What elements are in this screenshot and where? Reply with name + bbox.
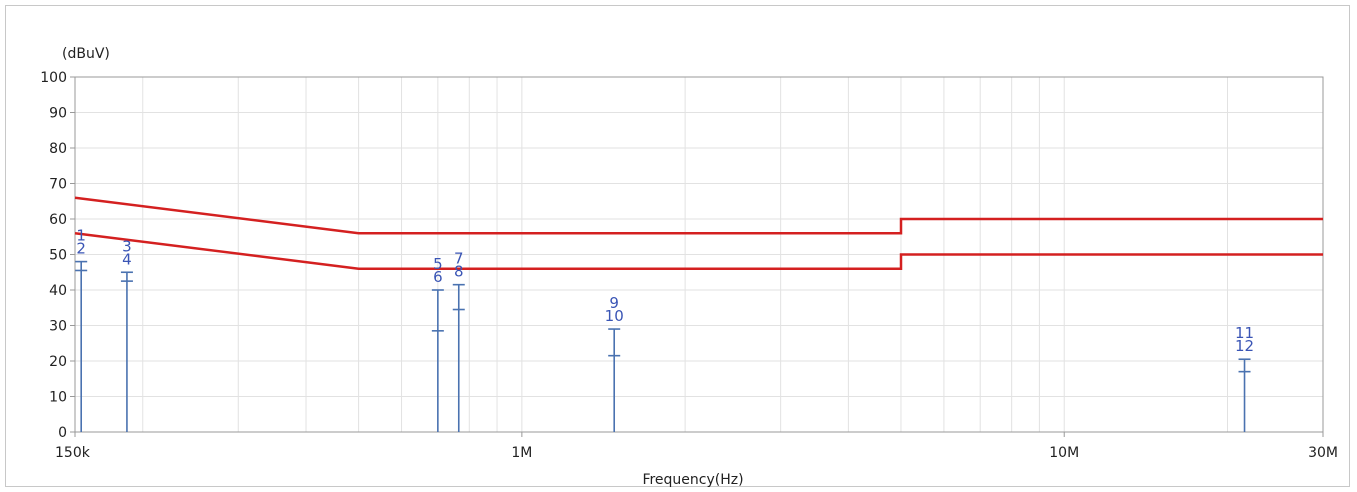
marker-label-2: 2 (76, 240, 86, 258)
limit-lines (74, 196, 1323, 270)
y-tick-label: 20 (49, 354, 67, 370)
y-tick-label: 30 (49, 319, 67, 335)
y-tick-label: 90 (49, 106, 67, 122)
marker-label-10: 10 (605, 307, 624, 325)
x-tick-label: 10M (1049, 445, 1079, 461)
tick-labels: 0 10 20 30 40 50 60 70 80 90 100 150k 1M 10M 30M 12 34 56… (40, 70, 1338, 461)
marker-label-8: 8 (454, 263, 464, 281)
marker-label-3: 3 (122, 237, 132, 255)
y-tick-label: 40 (49, 283, 67, 299)
x-axis-label: Frequency(Hz) (642, 472, 743, 488)
marker-label-4: 4 (122, 250, 132, 268)
y-tick-label: 70 (49, 177, 67, 193)
y-tick-label: 10 (49, 390, 67, 406)
marker-label-7: 7 (454, 250, 464, 268)
y-tick-label: 100 (40, 70, 67, 86)
limit-line-1 (74, 196, 1323, 235)
y-axis-label: (dBuV) (62, 46, 110, 62)
marker-label-12: 12 (1235, 337, 1254, 355)
y-tick-label: 60 (49, 212, 67, 228)
x-tick-label: 1M (511, 445, 532, 461)
marker-label-9: 9 (609, 294, 619, 312)
x-tick-label: 150k (55, 445, 91, 461)
marker-label-11: 11 (1235, 324, 1254, 342)
y-tick-label: 80 (49, 141, 67, 157)
measurement-markers (75, 260, 1251, 432)
y-tick-label: 50 (49, 248, 67, 264)
marker-label-1: 1 (76, 227, 86, 245)
y-tick-label: 0 (58, 425, 67, 441)
limit-line-2 (74, 231, 1323, 270)
x-tick-label: 30M (1308, 445, 1338, 461)
marker-label-6: 6 (433, 268, 443, 286)
chart-frame (5, 5, 1350, 487)
marker-label-5: 5 (433, 255, 443, 273)
